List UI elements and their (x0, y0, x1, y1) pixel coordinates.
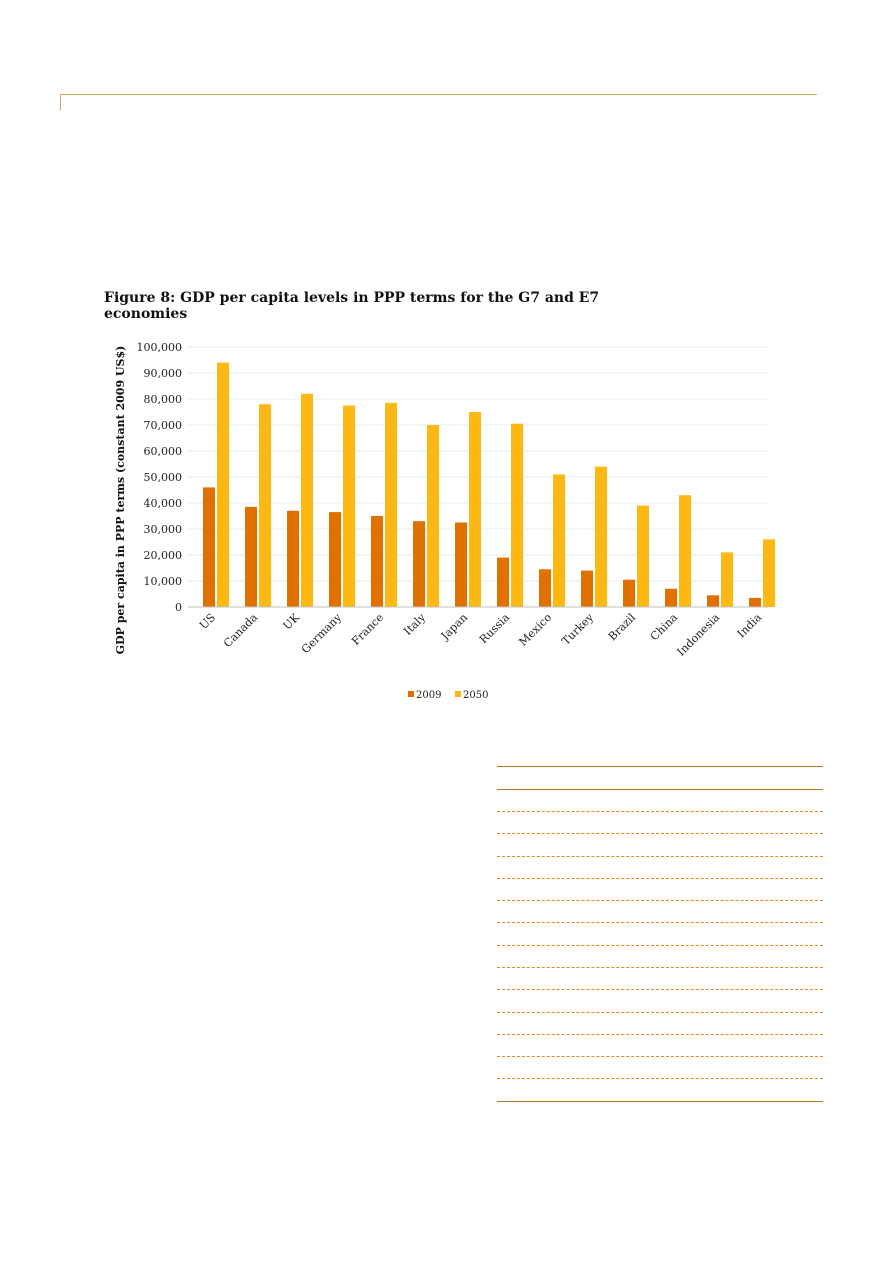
y-tick-label: 0 (175, 601, 182, 614)
table-row-rule (497, 900, 823, 901)
bar-2050-indonesia (721, 552, 733, 607)
bar-2009-us (203, 487, 215, 607)
y-tick-labels: 0 10,000 20,000 30,000 40,000 50,000 60,000 70,… (137, 341, 183, 614)
bar-chart: 0 10,000 20,000 30,000 40,000 50,000 60,000 70,… (114, 341, 775, 701)
x-tick-label: US (197, 611, 218, 632)
x-tick-label: Russia (477, 611, 512, 646)
table-row-rule (497, 833, 823, 834)
x-tick-label: Indonesia (674, 611, 722, 659)
table-top-rule (497, 766, 823, 767)
bar-2009-mexico (539, 569, 551, 607)
bar-2050-france (385, 402, 397, 607)
bar-2050-turkey (595, 466, 607, 607)
table-row-rule (497, 856, 823, 857)
bar-2050-us (217, 362, 229, 607)
bar-2050-italy (427, 425, 439, 607)
bar-2050-uk (301, 393, 313, 607)
y-tick-label: 30,000 (144, 523, 183, 536)
bar-2009-canada (245, 506, 257, 607)
y-axis-label: GDP per capita in PPP terms (constant 20… (114, 346, 127, 655)
x-tick-label: Turkey (559, 610, 596, 647)
bar-2050-japan (469, 412, 481, 607)
x-tick-label: Brazil (606, 611, 639, 644)
legend: 2009 2050 (408, 690, 488, 701)
x-tick-label: UK (281, 610, 303, 632)
bar-2050-brazil (637, 505, 649, 607)
table-row-rule (497, 878, 823, 879)
chart-bars (203, 362, 775, 607)
x-tick-label: India (735, 611, 765, 641)
bar-2050-mexico (553, 474, 565, 607)
table-row-rule (497, 1078, 823, 1079)
y-tick-label: 10,000 (144, 575, 183, 588)
table-row-rule (497, 967, 823, 968)
bar-2009-india (749, 597, 761, 607)
x-tick-label: France (349, 611, 386, 648)
table-bottom-rule (497, 1101, 823, 1102)
bar-2050-russia (511, 423, 523, 607)
x-tick-label: Canada (221, 611, 260, 650)
table-row-rule (497, 1034, 823, 1035)
bar-2050-germany (343, 405, 355, 607)
bar-2050-canada (259, 404, 271, 607)
bar-2009-france (371, 516, 383, 607)
bar-2009-indonesia (707, 595, 719, 607)
y-tick-label: 70,000 (144, 419, 183, 432)
bar-2009-turkey (581, 570, 593, 607)
figure-title: Figure 8: GDP per capita levels in PPP t… (104, 290, 600, 322)
bar-2009-brazil (623, 579, 635, 607)
legend-label-2050: 2050 (463, 690, 488, 701)
header-rule (60, 94, 817, 95)
bar-2009-china (665, 588, 677, 607)
legend-swatch-2050 (455, 691, 461, 697)
table-header-rule (497, 789, 823, 790)
y-tick-label: 60,000 (144, 445, 183, 458)
y-tick-label: 100,000 (137, 341, 183, 354)
bar-2009-italy (413, 521, 425, 607)
y-tick-label: 20,000 (144, 549, 183, 562)
table-row-rule (497, 811, 823, 812)
legend-swatch-2009 (408, 691, 414, 697)
legend-label-2009: 2009 (416, 690, 441, 701)
table-row-rule (497, 989, 823, 990)
y-tick-label: 80,000 (144, 393, 183, 406)
x-tick-label: China (648, 611, 681, 644)
x-tick-label: Germany (299, 610, 345, 656)
table-row-rule (497, 1056, 823, 1057)
table-row-rule (497, 922, 823, 923)
bar-2050-china (679, 495, 691, 607)
bar-2050-india (763, 539, 775, 607)
bar-2009-uk (287, 510, 299, 607)
x-tick-label: Japan (438, 611, 470, 643)
y-tick-label: 50,000 (144, 471, 183, 484)
x-tick-label: Mexico (516, 611, 554, 649)
header-rule-tick (60, 94, 61, 110)
table-row-rule (497, 1012, 823, 1013)
bar-2009-japan (455, 522, 467, 607)
bar-2009-russia (497, 557, 509, 607)
table-row-rule (497, 945, 823, 946)
x-tick-label: Italy (401, 610, 428, 637)
bar-2009-germany (329, 512, 341, 607)
y-tick-label: 90,000 (144, 367, 183, 380)
y-tick-label: 40,000 (144, 497, 183, 510)
